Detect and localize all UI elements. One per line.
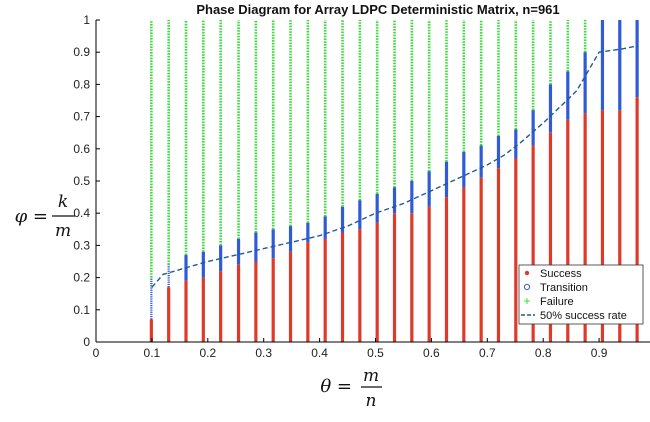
fifty-percent-curve	[151, 45, 639, 288]
y-tick-label: 0.1	[73, 303, 90, 317]
y-tick-label: 0.6	[73, 142, 90, 156]
y-tick-label: 0.2	[73, 271, 90, 285]
x-tick-label: 0.1	[144, 346, 161, 360]
legend-box	[518, 264, 644, 325]
legend-curve-label: 50% success rate	[540, 310, 627, 322]
y-tick-label: 0.4	[73, 206, 90, 220]
y-axis-label: φ = k m	[15, 192, 75, 241]
y-axis-label-num: k	[58, 192, 68, 212]
legend-item-transition: Transition	[523, 282, 588, 294]
legend-failure-marker	[524, 298, 530, 304]
x-tick-label: 0.9	[591, 346, 608, 360]
x-ticks: 0 0.1 0.2 0.3 0.4 0.5 0.6 0.7 0.8 0.9	[93, 338, 608, 360]
legend-item-success: Success	[524, 268, 582, 280]
x-tick-label: 0	[93, 346, 100, 360]
x-tick-label: 0.5	[367, 346, 384, 360]
y-tick-label: 0.5	[73, 174, 90, 188]
x-axis-label-num: m	[363, 366, 379, 386]
x-tick-label: 0.4	[311, 346, 328, 360]
x-axis-label: θ = m n	[320, 366, 382, 411]
x-axis-label-lhs: θ =	[320, 376, 352, 397]
y-tick-label: 0.8	[73, 77, 90, 91]
legend: Success Transition Failure 50% success r…	[518, 264, 644, 325]
legend-transition-label: Transition	[540, 282, 588, 294]
y-tick-label: 0.7	[73, 110, 90, 124]
chart-title: Phase Diagram for Array LDPC Determinist…	[196, 2, 559, 17]
y-tick-label: 1	[83, 13, 90, 27]
legend-transition-marker	[523, 283, 531, 291]
y-axis-label-lhs: φ =	[15, 206, 48, 227]
x-tick-label: 0.3	[255, 346, 272, 360]
y-ticks: 0 0.1 0.2 0.3 0.4 0.5 0.6 0.7 0.8 0.9 1	[73, 13, 100, 349]
x-tick-label: 0.2	[199, 346, 216, 360]
legend-item-failure: Failure	[524, 296, 574, 308]
y-tick-label: 0.3	[73, 238, 90, 252]
legend-failure-label: Failure	[540, 296, 574, 308]
y-axis-label-den: m	[55, 221, 71, 241]
y-tick-label: 0	[83, 335, 90, 349]
x-tick-label: 0.8	[535, 346, 552, 360]
x-axis-label-den: n	[366, 391, 377, 411]
legend-success-label: Success	[540, 268, 582, 280]
x-tick-label: 0.7	[479, 346, 496, 360]
y-tick-label: 0.9	[73, 45, 90, 59]
x-tick-label: 0.6	[423, 346, 440, 360]
legend-item-curve: 50% success rate	[521, 310, 627, 322]
legend-success-marker	[524, 270, 530, 276]
